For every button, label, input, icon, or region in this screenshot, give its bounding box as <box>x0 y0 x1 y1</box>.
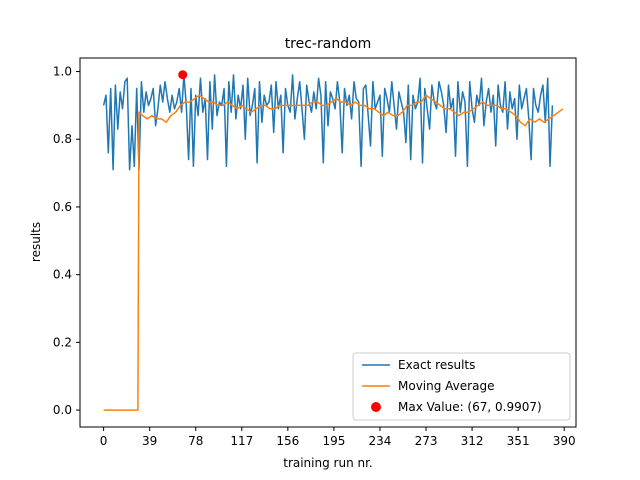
max-value-point <box>178 70 188 80</box>
x-tick-label: 78 <box>188 434 203 448</box>
series-line-moving-average <box>103 94 564 411</box>
x-axis-label: training run nr. <box>283 456 373 470</box>
legend-label-max-value: Max Value: (67, 0.9907) <box>398 400 542 414</box>
plot-area <box>102 70 564 411</box>
y-tick-label: 0.8 <box>53 132 72 146</box>
y-tick-label: 0.6 <box>53 200 72 214</box>
axis-ticks: 0 39 78 117 156 195 234 273 312 351 390 0.0 0.2 0.4 0.… <box>53 65 576 448</box>
x-tick-label: 39 <box>142 434 157 448</box>
legend-box <box>352 352 571 421</box>
x-tick-label: 390 <box>553 434 576 448</box>
x-tick-label: 312 <box>461 434 484 448</box>
x-tick-label: 117 <box>230 434 253 448</box>
y-axis-label: results <box>29 222 43 262</box>
legend-label-exact-results: Exact results <box>398 358 475 372</box>
axes-frame <box>79 57 577 428</box>
y-tick-label: 0.0 <box>53 403 72 417</box>
x-tick-label: 156 <box>276 434 299 448</box>
x-tick-label: 195 <box>322 434 345 448</box>
legend-label-moving-average: Moving Average <box>398 379 494 393</box>
x-tick-label: 273 <box>415 434 438 448</box>
y-tick-label: 0.2 <box>53 335 72 349</box>
y-tick-label: 1.0 <box>53 65 72 79</box>
chart-title: trec-random <box>285 36 372 52</box>
x-tick-label: 234 <box>369 434 392 448</box>
x-tick-label: 351 <box>507 434 530 448</box>
y-tick-label: 0.4 <box>53 268 72 282</box>
legend: Exact results Moving Average Max Value: … <box>352 352 571 421</box>
series-line-exact-results <box>102 74 554 171</box>
legend-swatch-max-value <box>371 402 381 412</box>
x-tick-label: 0 <box>100 434 108 448</box>
